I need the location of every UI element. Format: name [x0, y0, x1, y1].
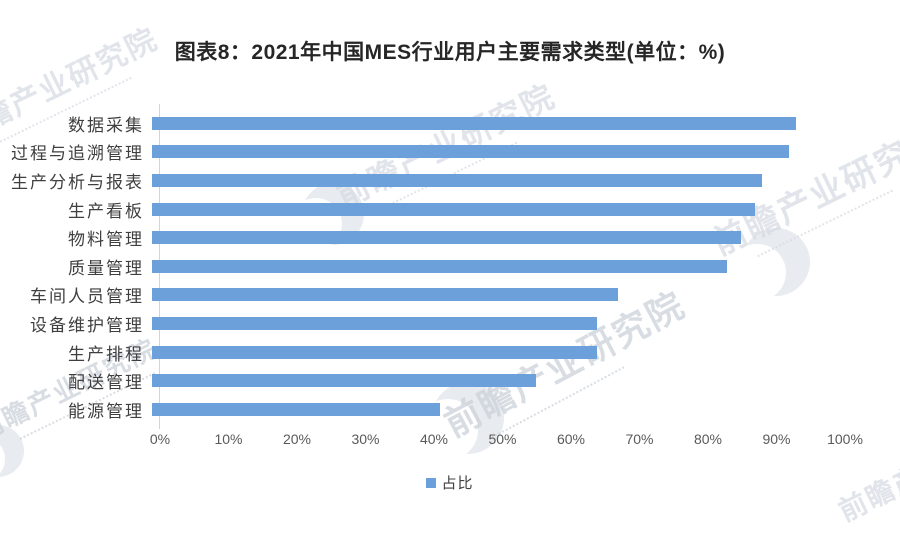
chart-row: 质量管理	[0, 252, 845, 281]
category-label: 质量管理	[68, 258, 144, 278]
bar-track	[152, 316, 837, 330]
bar-track	[152, 231, 837, 245]
bar	[152, 345, 598, 359]
chart-row: 配送管理	[0, 366, 845, 395]
chart-row: 过程与追溯管理	[0, 138, 845, 167]
bar	[152, 116, 796, 130]
bar	[152, 288, 618, 302]
legend-marker-icon	[426, 477, 437, 488]
bar-track	[152, 145, 837, 159]
chart-title: 图表8：2021年中国MES行业用户主要需求类型(单位：%)	[174, 41, 726, 64]
chart-row: 车间人员管理	[0, 281, 845, 310]
x-tick-label: 70%	[625, 431, 654, 447]
category-label: 配送管理	[68, 373, 144, 393]
x-tick-label: 30%	[351, 431, 380, 447]
bar-track	[152, 402, 837, 416]
x-tick-label: 60%	[556, 431, 586, 447]
bar-track	[152, 202, 837, 216]
chart-row: 能源管理	[0, 395, 845, 424]
bar	[152, 173, 762, 187]
category-label: 生产分析与报表	[11, 172, 144, 192]
watermark-logo-icon	[417, 382, 504, 460]
chart-row: 生产分析与报表	[0, 166, 845, 195]
bar	[152, 231, 742, 245]
category-label: 车间人员管理	[30, 287, 144, 307]
category-label: 物料管理	[68, 230, 144, 250]
bar	[152, 259, 728, 273]
x-tick-label: 90%	[762, 431, 791, 447]
chart-row: 生产排程	[0, 338, 845, 367]
x-tick-label: 50%	[488, 431, 517, 447]
bar	[152, 145, 790, 159]
bar	[152, 402, 440, 416]
x-tick-label: 40%	[419, 431, 449, 447]
chart-row: 数据采集	[0, 109, 845, 138]
category-label: 生产看板	[68, 201, 144, 221]
bar-track	[152, 173, 837, 187]
legend-label: 占比	[441, 475, 474, 492]
legend: 占比	[0, 472, 900, 493]
chart-row: 物料管理	[0, 223, 845, 252]
bar	[152, 202, 755, 216]
bar	[152, 316, 598, 330]
watermark-logo-icon	[728, 228, 810, 302]
x-axis-tick-labels: 0% 10% 20% 30% 40% 50% 60% 70% 80% 90% 100%	[150, 431, 900, 449]
category-label: 生产排程	[68, 344, 144, 364]
category-label: 设备维护管理	[30, 315, 144, 335]
chart-row: 设备维护管理	[0, 309, 845, 338]
bar-track	[152, 259, 837, 273]
x-tick-label: 80%	[693, 431, 723, 447]
x-tick-label: 0%	[149, 431, 171, 447]
bar-track	[152, 116, 837, 130]
category-label: 能源管理	[68, 401, 144, 421]
plot-area: 数据采集过程与追溯管理 生产分析与报表生产看板物料管理质量管理车间人员管理 设备维护…	[0, 109, 845, 424]
bar-track	[152, 288, 837, 302]
chart-row: 生产看板	[0, 195, 845, 224]
x-tick-label: 100%	[827, 431, 863, 447]
bar	[152, 374, 536, 388]
bar-track	[152, 374, 837, 388]
category-label: 过程与追溯管理	[11, 144, 144, 164]
category-label: 数据采集	[68, 115, 144, 135]
x-tick-label: 10%	[214, 431, 243, 447]
x-tick-label: 20%	[282, 431, 312, 447]
bar-track	[152, 345, 837, 359]
